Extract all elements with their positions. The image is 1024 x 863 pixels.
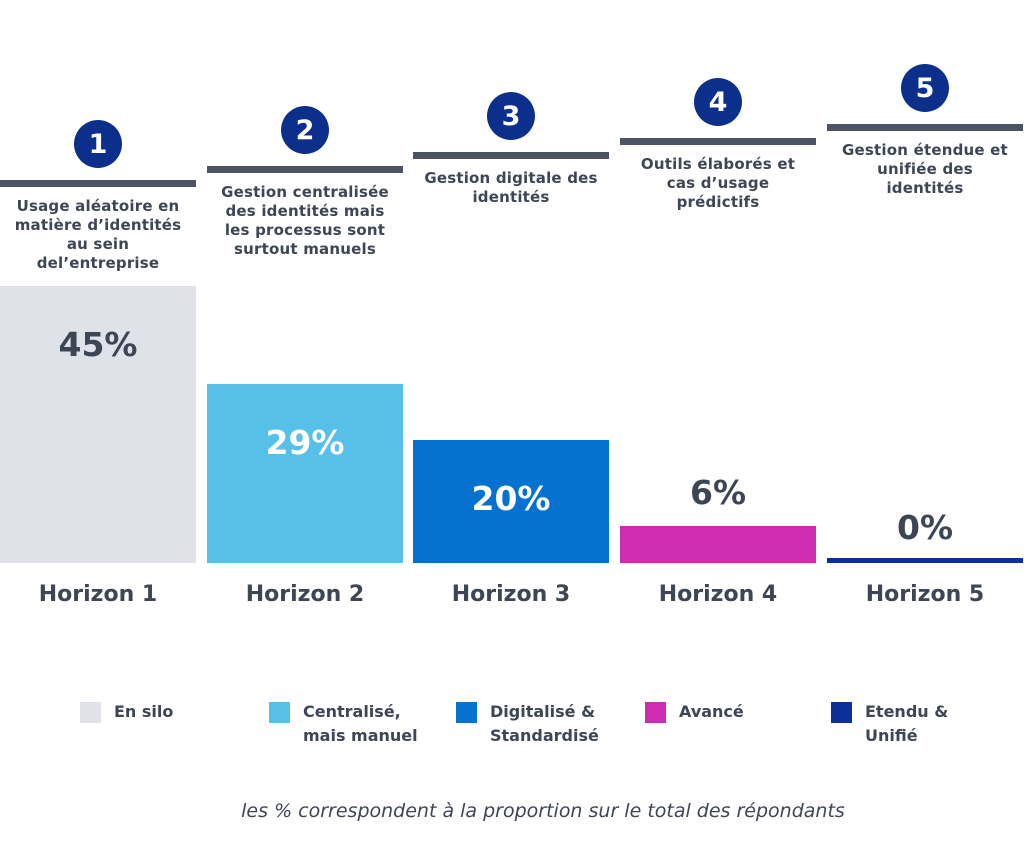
legend-swatch — [80, 702, 101, 723]
bar-4 — [620, 526, 816, 563]
legend-label: Etendu & Unifié — [865, 702, 949, 745]
bar-3 — [413, 440, 609, 563]
bar-2 — [207, 384, 403, 563]
step-divider-line — [413, 152, 609, 159]
step-description: Usage aléatoire en matière d’identités a… — [14, 197, 182, 272]
step-description: Gestion étendue et unifiée des identités — [842, 141, 1008, 197]
step-divider-line — [207, 166, 403, 173]
bar-5 — [827, 558, 1023, 563]
step-description: Outils élaborés et cas d’usage prédictif… — [640, 155, 796, 211]
footnote: les % correspondent à la proportion sur … — [241, 800, 845, 822]
step-divider-line — [827, 124, 1023, 131]
legend-item: Avancé — [645, 702, 744, 724]
bar-value-label: 29% — [266, 423, 345, 462]
legend-label: Avancé — [679, 702, 744, 721]
step-description: Gestion centralisée des identités mais l… — [221, 183, 389, 258]
legend-label: Centralisé, mais manuel — [303, 702, 418, 745]
legend-item: Digitalisé & Standardisé — [456, 702, 599, 748]
legend-swatch — [645, 702, 666, 723]
bar-value-label: 45% — [59, 325, 138, 364]
bar-chart: 45% Horizon 1 29% Horizon 2 20% Horizon 3 6% Ho… — [0, 286, 1023, 607]
legend-item: Etendu & Unifié — [831, 702, 948, 748]
step-number-badge: 3 — [487, 92, 535, 140]
category-label: Horizon 3 — [452, 582, 570, 607]
step-number-badge: 2 — [281, 106, 329, 154]
step-number-badge: 5 — [901, 64, 949, 112]
legend-swatch — [456, 702, 477, 723]
bar-value-label: 20% — [472, 479, 551, 518]
step-divider-line — [0, 180, 196, 187]
step-number-badge: 4 — [694, 78, 742, 126]
bar-value-label: 0% — [897, 508, 953, 547]
bar-1 — [0, 286, 196, 563]
bar-value-label: 6% — [690, 473, 746, 512]
legend-label: En silo — [114, 702, 174, 721]
legend-swatch — [269, 702, 290, 723]
step-number-badge: 1 — [74, 120, 122, 168]
category-label: Horizon 5 — [866, 582, 984, 607]
legend-swatch — [831, 702, 852, 723]
category-label: Horizon 1 — [39, 582, 157, 607]
category-label: Horizon 4 — [659, 582, 777, 607]
category-label: Horizon 2 — [246, 582, 364, 607]
legend-label: Digitalisé & Standardisé — [490, 702, 599, 745]
legend-item: En silo — [80, 702, 173, 724]
legend-item: Centralisé, mais manuel — [269, 702, 418, 748]
step-description: Gestion digitale des identités — [424, 169, 598, 206]
step-divider-line — [620, 138, 816, 145]
